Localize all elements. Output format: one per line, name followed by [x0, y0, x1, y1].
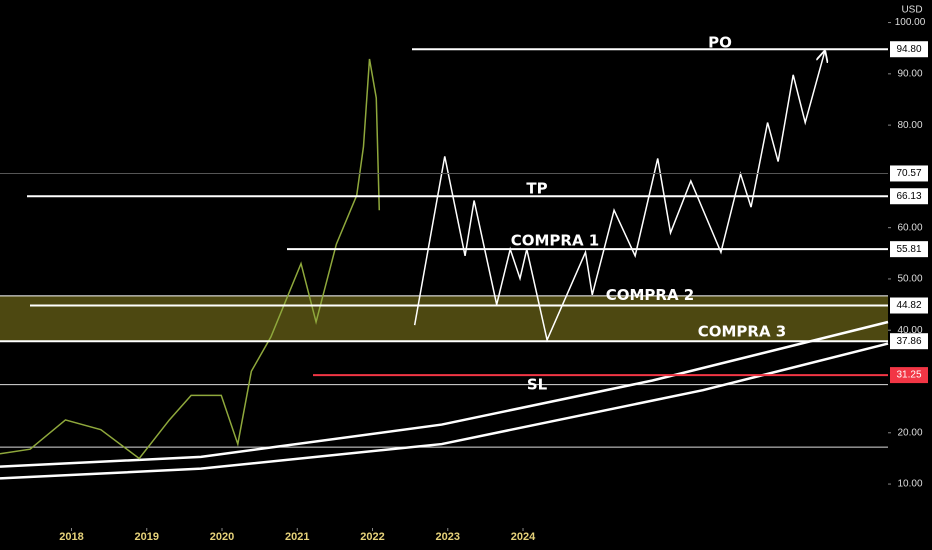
- zone: [0, 295, 888, 342]
- level-name: COMPRA 3: [698, 323, 787, 341]
- y-tick-label: 100.00: [895, 17, 926, 28]
- price-label: 37.86: [896, 336, 921, 347]
- series-line: [413, 51, 825, 343]
- y-tick-label: 10.00: [897, 479, 922, 490]
- x-tick-label: 2021: [285, 531, 309, 543]
- price-label: 31.25: [896, 370, 921, 381]
- currency-label: USD: [901, 5, 922, 16]
- y-tick-label: 90.00: [897, 68, 922, 79]
- price-label: 66.13: [896, 191, 921, 202]
- y-tick-label: 20.00: [897, 427, 922, 438]
- price-box: [890, 188, 928, 205]
- price-label: 94.80: [896, 44, 921, 55]
- x-tick-label: 2020: [210, 531, 234, 543]
- level-name: TP: [526, 180, 547, 198]
- price-box: [890, 333, 928, 350]
- price-box: [890, 367, 928, 384]
- level-name: COMPRA 1: [511, 232, 600, 250]
- y-tick-label: 50.00: [897, 274, 922, 285]
- level-name: COMPRA 2: [606, 286, 695, 304]
- price-box: [890, 241, 928, 258]
- x-tick-label: 2019: [135, 531, 159, 543]
- x-tick-label: 2022: [360, 531, 384, 543]
- x-tick-label: 2023: [436, 531, 460, 543]
- x-tick-label: 2018: [59, 531, 83, 543]
- price-label: 44.82: [896, 300, 921, 311]
- x-tick-label: 2024: [511, 531, 536, 543]
- price-label: 55.81: [896, 244, 921, 255]
- price-label: 70.57: [896, 168, 921, 179]
- level-name: PO: [708, 34, 732, 52]
- y-tick-label: 40.00: [897, 325, 922, 336]
- series-line: [0, 320, 889, 468]
- price-box: [890, 41, 928, 58]
- y-tick-label: 60.00: [897, 222, 922, 233]
- y-tick-label: 80.00: [897, 120, 922, 131]
- series-line: [0, 58, 381, 460]
- price-box: [890, 165, 928, 182]
- price-box: [890, 297, 928, 314]
- level-name: SL: [527, 376, 548, 394]
